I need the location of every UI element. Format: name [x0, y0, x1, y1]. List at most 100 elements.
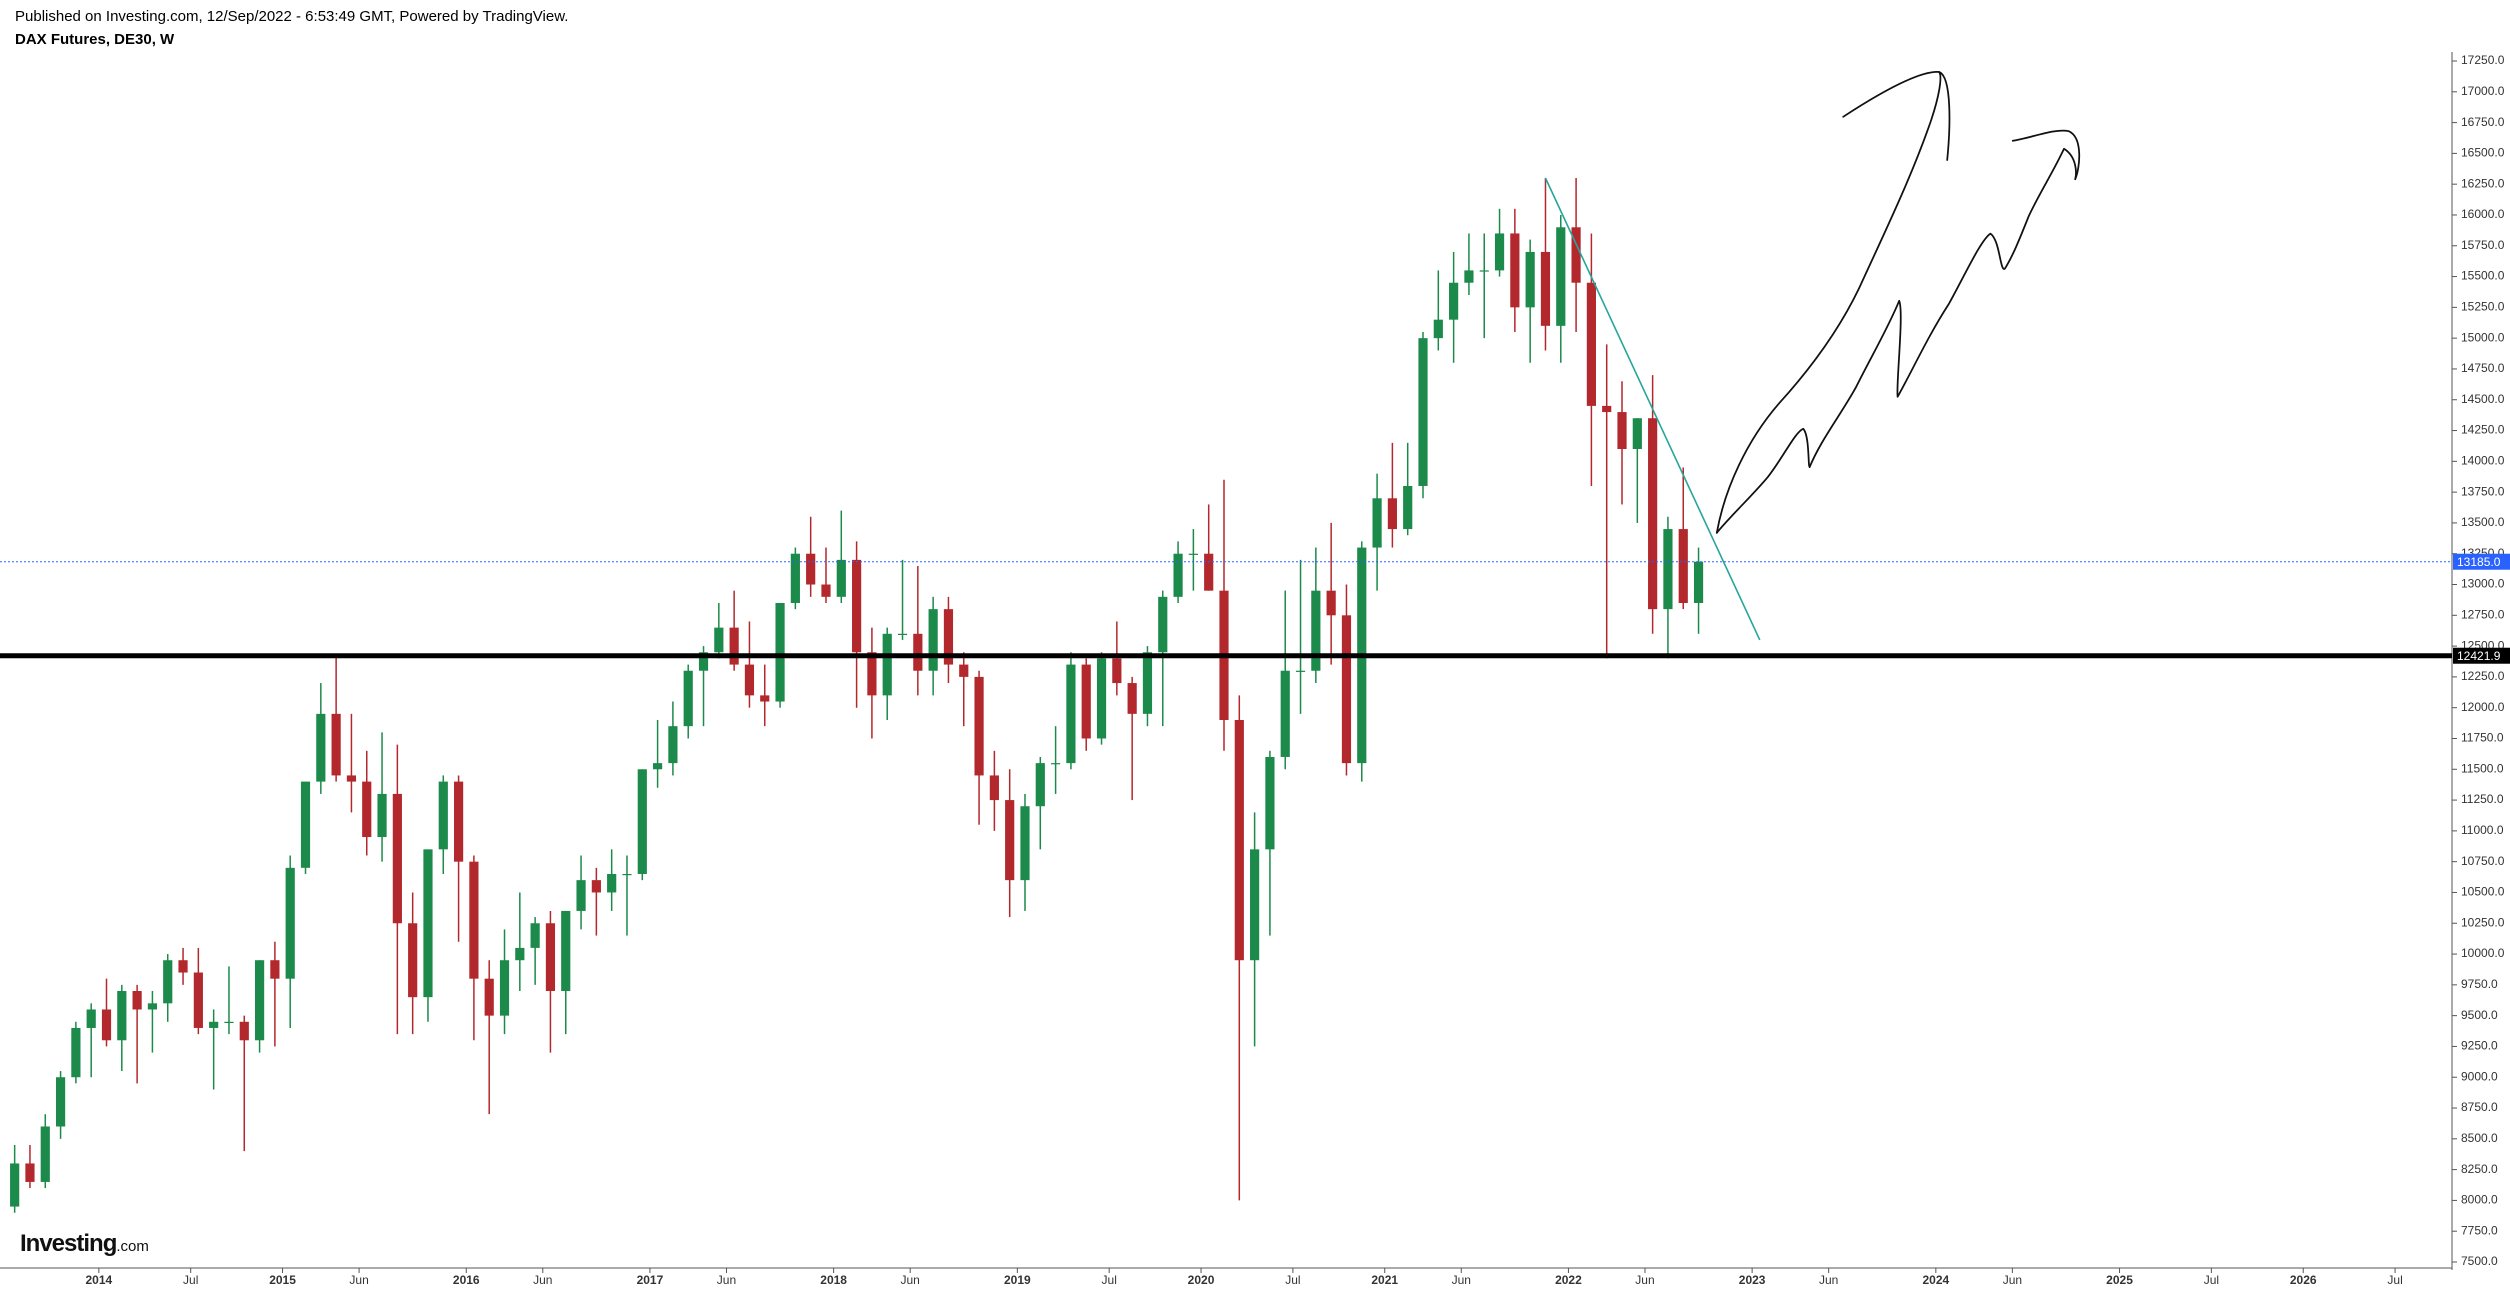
candle-body: [1158, 596, 1168, 653]
candle-body: [1632, 418, 1642, 450]
candle-body: [1341, 615, 1352, 764]
x-tick-label: 2019: [1004, 1273, 1031, 1287]
y-tick-label: 14250.0: [2461, 423, 2505, 437]
candle-body: [591, 880, 601, 893]
x-tick-label: Jun: [1635, 1273, 1654, 1287]
candle-body: [71, 1027, 81, 1078]
candle-body: [943, 609, 954, 665]
candle-body: [744, 664, 755, 696]
candle-body: [1678, 529, 1688, 603]
support-box: [2453, 647, 2510, 664]
candle-body: [1387, 498, 1397, 530]
candle-body: [392, 793, 402, 924]
x-tick-label: 2024: [1922, 1273, 1949, 1287]
candle-body: [178, 960, 188, 973]
y-tick-label: 7500.0: [2461, 1254, 2498, 1268]
plot: 7500.0 7750.0 8000.0 8250.0 8500.0 8750.0 9000…: [0, 52, 2510, 1287]
y-tick-label: 13500.0: [2461, 515, 2505, 529]
candle-body: [714, 627, 724, 653]
candle-body: [928, 609, 938, 671]
candle-body: [1617, 412, 1627, 450]
candle-body: [1265, 756, 1275, 850]
candle-body: [913, 633, 923, 671]
y-tick-label: 13000.0: [2461, 577, 2505, 591]
y-tick-label: 17000.0: [2461, 84, 2505, 98]
candle-body: [1556, 227, 1566, 326]
candle-body: [1418, 338, 1428, 486]
candle-body: [331, 713, 341, 776]
candle-body: [1663, 529, 1673, 610]
candle-body: [163, 960, 173, 1004]
y-tick-label: 15000.0: [2461, 330, 2505, 344]
y-tick-label: 11000.0: [2461, 823, 2504, 837]
y-tick-label: 12750.0: [2461, 607, 2505, 621]
x-tick-label: Jun: [717, 1273, 736, 1287]
candle-body: [1096, 658, 1107, 739]
candle-body: [346, 775, 357, 782]
candle-body: [607, 873, 617, 893]
x-tick-label: Jul: [1285, 1273, 1300, 1287]
y-tick-label: 12000.0: [2461, 700, 2505, 714]
support-label: 12421.9: [2457, 649, 2501, 663]
x-tick-label: Jun: [2003, 1273, 2022, 1287]
x-tick-label: Jun: [1452, 1273, 1471, 1287]
x-tick-label: Jul: [2204, 1273, 2219, 1287]
y-tick-label: 8500.0: [2461, 1131, 2498, 1145]
candle-body: [852, 559, 862, 653]
x-tick-label: Jun: [533, 1273, 552, 1287]
candle-body: [637, 769, 647, 874]
candle-body: [1051, 763, 1061, 765]
candle-body: [453, 781, 464, 862]
candle-body: [423, 849, 433, 998]
candle-body: [10, 1163, 20, 1207]
candle-body: [836, 559, 846, 597]
candle-body: [117, 991, 127, 1041]
candle-body: [1464, 270, 1474, 283]
candle-body: [882, 633, 892, 696]
y-tick-label: 16250.0: [2461, 176, 2505, 190]
candle-body: [1571, 227, 1581, 283]
y-tick-label: 10000.0: [2461, 946, 2505, 960]
y-tick-label: 15500.0: [2461, 269, 2505, 283]
y-tick-label: 10250.0: [2461, 915, 2505, 929]
candle-body: [1479, 270, 1489, 272]
y-tick-label: 16500.0: [2461, 146, 2505, 160]
chart-title: DAX Futures, DE30, W: [15, 31, 175, 48]
candle-body: [101, 1009, 112, 1041]
candle-body: [1005, 800, 1015, 881]
candle-body: [1250, 849, 1260, 961]
candle-body: [270, 960, 280, 979]
candle-body: [1295, 670, 1306, 672]
candle-body: [729, 627, 739, 665]
x-tick-label: Jul: [2387, 1273, 2402, 1287]
logo-text: Investing: [20, 1230, 117, 1257]
candle-body: [1020, 806, 1030, 881]
x-tick-label: 2023: [1739, 1273, 1766, 1287]
x-tick-label: 2014: [85, 1273, 112, 1287]
x-tick-label: 2015: [269, 1273, 296, 1287]
y-tick-label: 10500.0: [2461, 885, 2505, 899]
candle-body: [224, 1021, 234, 1023]
freehand-path: [1715, 147, 2077, 534]
y-tick-label: 8250.0: [2461, 1162, 2498, 1176]
candle-body: [989, 775, 999, 801]
candle-body: [1540, 251, 1551, 326]
x-tick-label: 2025: [2106, 1273, 2133, 1287]
candle-body: [897, 633, 908, 635]
logo-suffix: .com: [116, 1238, 149, 1255]
freehand-path: [2011, 129, 2081, 181]
candle-body: [499, 960, 510, 1016]
candle-body: [1311, 590, 1321, 671]
y-tick-label: 14500.0: [2461, 392, 2505, 406]
candle-body: [377, 793, 387, 838]
candle-body: [484, 978, 494, 1016]
y-tick-label: 16000.0: [2461, 207, 2505, 221]
x-tick-label: 2026: [2290, 1273, 2317, 1287]
candle-body: [622, 873, 632, 876]
x-tick-label: Jul: [1102, 1273, 1117, 1287]
candle-body: [1326, 590, 1336, 616]
y-tick-label: 17250.0: [2461, 53, 2505, 67]
last-price-label: 13185.0: [2457, 555, 2501, 569]
y-tick-label: 9750.0: [2461, 977, 2498, 991]
candle-body: [316, 713, 326, 782]
